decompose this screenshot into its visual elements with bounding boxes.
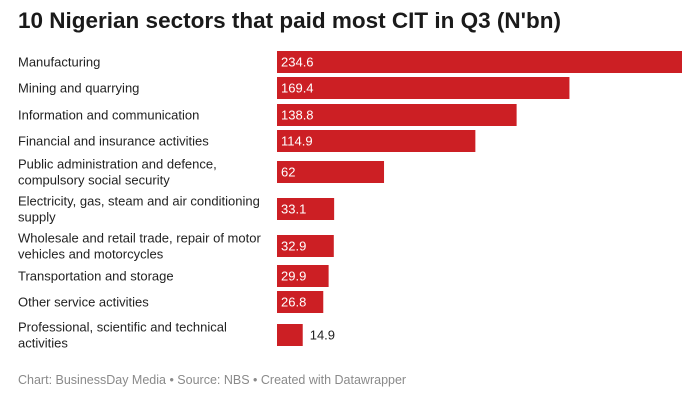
category-label-line: compulsory social security bbox=[18, 173, 170, 188]
category-label: Manufacturing bbox=[18, 55, 100, 70]
bar bbox=[277, 265, 329, 287]
category-label-line: Other service activities bbox=[18, 295, 149, 310]
chart-footer: Chart: BusinessDay Media • Source: NBS •… bbox=[18, 373, 407, 387]
value-label: 29.9 bbox=[281, 269, 306, 284]
category-label-line: Public administration and defence, bbox=[18, 157, 217, 172]
category-label-line: Transportation and storage bbox=[18, 269, 174, 284]
bar bbox=[277, 161, 385, 183]
category-label: Public administration and defence, compul… bbox=[18, 157, 217, 188]
bar bbox=[277, 77, 570, 99]
value-label: 138.8 bbox=[281, 108, 314, 123]
value-label: 62 bbox=[281, 165, 295, 180]
chart-title: 10 Nigerian sectors that paid most CIT i… bbox=[18, 8, 561, 33]
value-label: 234.6 bbox=[281, 55, 314, 70]
bar bbox=[277, 51, 682, 73]
value-labels: 234.6 169.4 138.8 114.9 62 33.1 32.9 29.9 26.8 14… bbox=[281, 55, 335, 343]
category-label: Wholesale and retail trade, repair of mo… bbox=[18, 231, 261, 262]
bar bbox=[277, 324, 303, 346]
category-label-line: Mining and quarrying bbox=[18, 81, 139, 96]
category-label-line: Information and communication bbox=[18, 108, 199, 123]
value-label: 26.8 bbox=[281, 295, 306, 310]
bar bbox=[277, 130, 476, 152]
category-label-line: Electricity, gas, steam and air conditio… bbox=[18, 194, 260, 209]
bars bbox=[277, 51, 682, 346]
bar bbox=[277, 291, 324, 313]
category-label: Information and communication bbox=[18, 108, 199, 123]
category-label-line: vehicles and motorcycles bbox=[18, 247, 164, 262]
category-labels: Manufacturing Mining and quarrying Informa… bbox=[18, 55, 261, 351]
value-label: 114.9 bbox=[281, 134, 313, 149]
bar bbox=[277, 198, 335, 220]
category-label: Mining and quarrying bbox=[18, 81, 139, 96]
category-label: Professional, scientific and technical ac… bbox=[18, 320, 227, 351]
category-label-line: Manufacturing bbox=[18, 55, 100, 70]
category-label-line: Wholesale and retail trade, repair of mo… bbox=[18, 231, 261, 246]
category-label-line: Professional, scientific and technical bbox=[18, 320, 227, 335]
category-label-line: activities bbox=[18, 336, 68, 351]
bar bbox=[277, 104, 517, 126]
category-label-line: Financial and insurance activities bbox=[18, 134, 209, 149]
value-label: 169.4 bbox=[281, 81, 314, 96]
value-label: 33.1 bbox=[281, 202, 306, 217]
category-label: Financial and insurance activities bbox=[18, 134, 209, 149]
category-label-line: supply bbox=[18, 210, 56, 225]
bar bbox=[277, 235, 334, 257]
category-label: Transportation and storage bbox=[18, 269, 174, 284]
value-label: 14.9 bbox=[310, 328, 335, 343]
value-label: 32.9 bbox=[281, 239, 306, 254]
category-label: Electricity, gas, steam and air conditio… bbox=[18, 194, 260, 225]
category-label: Other service activities bbox=[18, 295, 149, 310]
